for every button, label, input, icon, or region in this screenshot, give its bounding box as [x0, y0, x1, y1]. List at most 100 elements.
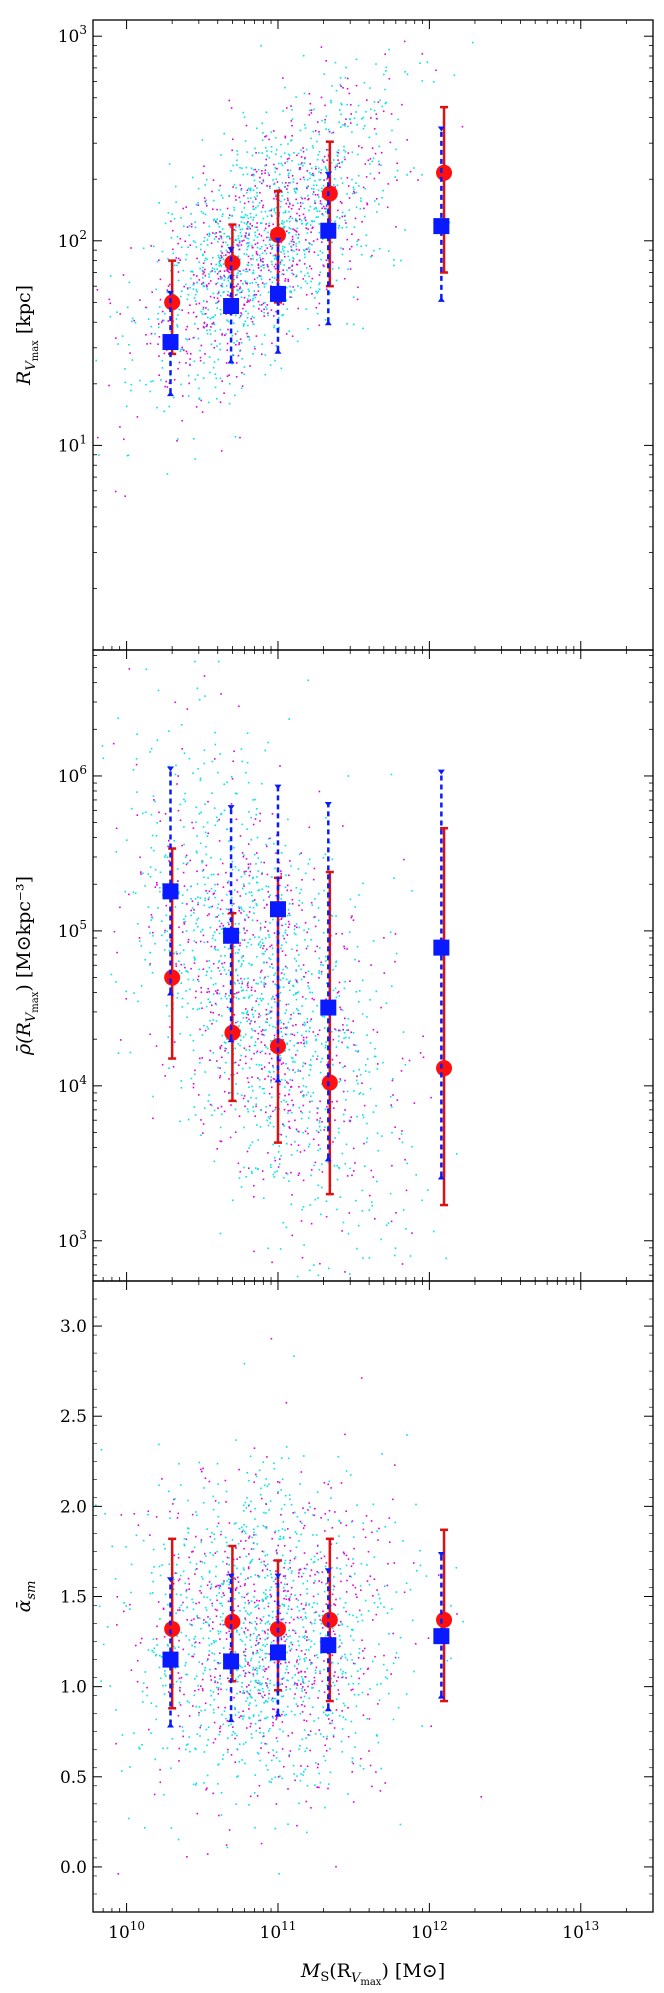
scatter-point — [220, 1792, 223, 1794]
scatter-point — [314, 1050, 317, 1053]
scatter-point — [206, 288, 209, 290]
scatter-point — [270, 208, 273, 211]
scatter-point — [339, 1668, 342, 1671]
scatter-point — [345, 1524, 348, 1527]
scatter-point — [182, 207, 184, 210]
scatter-point — [190, 909, 192, 912]
scatter-point — [243, 873, 246, 875]
scatter-point — [350, 1474, 352, 1476]
scatter-point — [213, 947, 216, 950]
scatter-point — [286, 1081, 288, 1083]
scatter-point — [228, 252, 230, 254]
scatter-point — [237, 235, 240, 237]
scatter-point — [273, 842, 275, 845]
scatter-point — [358, 185, 360, 187]
scatter-point — [302, 1062, 305, 1064]
scatter-point — [250, 174, 253, 176]
scatter-point — [363, 1647, 366, 1650]
scatter-point — [178, 960, 180, 962]
scatter-point — [117, 343, 119, 345]
scatter-point — [245, 989, 248, 992]
scatter-point — [321, 119, 323, 122]
scatter-point — [318, 1786, 320, 1789]
scatter-point — [160, 379, 162, 381]
scatter-point — [348, 197, 351, 199]
scatter-point — [246, 227, 248, 230]
scatter-point — [267, 314, 269, 317]
scatter-point — [216, 297, 219, 300]
scatter-point — [297, 1042, 300, 1044]
scatter-point — [250, 1028, 253, 1030]
scatter-point — [365, 1064, 367, 1066]
scatter-point — [183, 826, 185, 828]
scatter-point — [225, 254, 227, 256]
scatter-point — [214, 1552, 217, 1554]
scatter-point — [274, 1697, 277, 1700]
scatter-point — [323, 1482, 326, 1484]
scatter-point — [187, 1532, 190, 1534]
scatter-point — [326, 178, 328, 180]
scatter-point — [409, 1255, 412, 1257]
scatter-point — [189, 988, 191, 991]
scatter-point — [228, 923, 230, 926]
scatter-point — [288, 1562, 291, 1564]
scatter-point — [305, 1042, 308, 1045]
scatter-point — [197, 767, 199, 770]
scatter-point — [218, 932, 221, 935]
y-axis-label: ρ̄(RVmax) [M⊙kpc⁻³] — [13, 876, 41, 1056]
scatter-point — [404, 1064, 407, 1066]
scatter-point — [241, 939, 244, 941]
scatter-point — [321, 159, 324, 162]
scatter-point — [384, 53, 386, 55]
scatter-point — [252, 353, 254, 355]
scatter-point — [228, 1578, 230, 1580]
scatter-point — [247, 941, 249, 944]
scatter-point — [150, 919, 152, 921]
scatter-point — [289, 290, 291, 293]
scatter-point — [327, 1783, 330, 1785]
scatter-point — [281, 1678, 283, 1680]
scatter-point — [245, 1176, 247, 1178]
scatter-point — [257, 1016, 260, 1018]
scatter-point — [235, 969, 237, 972]
scatter-point — [301, 162, 303, 164]
scatter-point — [217, 254, 220, 257]
scatter-point — [394, 176, 396, 178]
scatter-point — [155, 1516, 158, 1518]
scatter-point — [272, 244, 274, 247]
scatter-point — [259, 191, 261, 194]
scatter-point — [246, 732, 249, 734]
scatter-point — [219, 348, 221, 351]
scatter-point — [292, 204, 294, 207]
scatter-point — [322, 932, 325, 934]
scatter-point — [278, 1873, 280, 1875]
scatter-point — [331, 1527, 334, 1529]
scatter-point — [296, 944, 298, 947]
scatter-point — [238, 923, 240, 925]
scatter-point — [145, 668, 148, 671]
scatter-point — [239, 166, 241, 169]
scatter-point — [303, 1635, 306, 1637]
scatter-point — [227, 880, 230, 882]
scatter-point — [238, 998, 240, 1000]
scatter-point — [265, 1700, 267, 1702]
scatter-point — [275, 894, 277, 897]
scatter-point — [275, 206, 278, 209]
scatter-point — [251, 1009, 253, 1011]
scatter-point — [326, 1105, 328, 1108]
scatter-point — [291, 1057, 294, 1060]
scatter-point — [292, 228, 294, 230]
scatter-point — [205, 1555, 207, 1557]
scatter-point — [202, 285, 205, 287]
scatter-point — [266, 215, 269, 218]
scatter-point — [265, 1526, 268, 1529]
scatter-point — [274, 1531, 276, 1534]
scatter-point — [278, 987, 281, 989]
scatter-point — [279, 206, 282, 208]
scatter-point — [287, 926, 290, 928]
scatter-point — [338, 162, 341, 164]
scatter-point — [164, 1684, 167, 1687]
scatter-point — [278, 884, 281, 887]
scatter-point — [230, 803, 233, 805]
scatter-point — [338, 267, 340, 269]
